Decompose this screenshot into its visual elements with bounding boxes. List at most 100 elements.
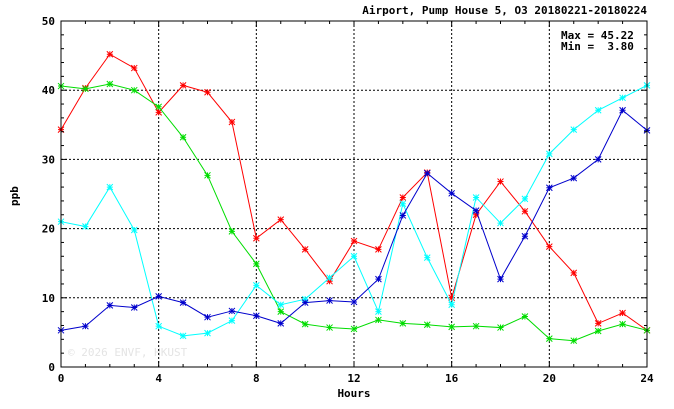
data-point-1 (301, 246, 309, 253)
data-point-1 (545, 243, 553, 250)
data-point-3 (399, 200, 407, 208)
data-point-2 (448, 323, 456, 331)
data-point-1 (204, 88, 211, 96)
data-point-2 (82, 85, 89, 93)
data-point-4 (375, 275, 382, 283)
data-point-2 (375, 316, 382, 324)
data-point-4 (350, 298, 358, 306)
data-point-1 (106, 50, 114, 58)
data-point-3 (82, 223, 89, 230)
data-point-3 (301, 295, 309, 303)
data-point-2 (179, 133, 187, 141)
data-point-1 (521, 207, 529, 215)
series-layer (57, 50, 651, 345)
y-tick-label: 50 (42, 15, 55, 28)
data-point-3 (472, 194, 480, 201)
data-point-4 (130, 304, 138, 311)
data-point-2 (301, 320, 309, 328)
y-tick-label: 40 (42, 84, 55, 97)
data-point-2 (204, 171, 211, 179)
data-point-3 (179, 332, 187, 340)
data-point-2 (277, 308, 285, 315)
data-point-3 (204, 329, 211, 337)
data-point-1 (252, 234, 260, 242)
data-point-2 (326, 324, 333, 331)
data-point-1 (277, 216, 285, 223)
data-point-3 (375, 308, 382, 315)
data-point-3 (228, 317, 236, 324)
data-point-3 (350, 252, 358, 260)
data-point-3 (521, 195, 529, 203)
data-point-2 (570, 337, 578, 345)
data-point-4 (472, 207, 480, 214)
x-tick-label: 16 (445, 372, 459, 385)
data-point-3 (594, 106, 602, 114)
data-point-4 (228, 307, 236, 315)
data-point-4 (277, 320, 285, 327)
x-axis-label: Hours (337, 387, 370, 400)
data-point-2 (106, 80, 114, 88)
data-point-4 (619, 106, 626, 114)
data-point-1 (594, 320, 602, 327)
data-point-2 (619, 320, 626, 328)
data-point-3 (570, 126, 578, 133)
data-point-3 (448, 301, 456, 309)
x-tick-label: 8 (253, 372, 260, 385)
max-label: Max = 45.22 (561, 29, 634, 42)
data-point-4 (301, 299, 309, 306)
y-tick-label: 0 (48, 361, 55, 374)
data-point-2 (423, 321, 431, 329)
data-point-3 (277, 301, 285, 309)
y-tick-label: 30 (42, 153, 55, 166)
data-point-4 (448, 189, 456, 197)
data-point-3 (252, 281, 260, 289)
x-tick-label: 12 (347, 372, 360, 385)
data-point-2 (130, 86, 138, 94)
data-point-1 (155, 108, 163, 116)
x-tick-label: 0 (58, 372, 65, 385)
data-point-1 (472, 211, 480, 219)
data-point-1 (375, 246, 382, 253)
data-point-4 (521, 232, 529, 240)
data-point-1 (326, 277, 333, 285)
data-point-3 (545, 150, 553, 158)
data-point-3 (497, 219, 504, 227)
data-point-2 (497, 324, 504, 331)
min-label: Min = 3.80 (561, 40, 634, 53)
data-point-4 (423, 169, 431, 177)
data-point-3 (326, 274, 333, 282)
data-point-4 (106, 302, 114, 309)
data-point-2 (545, 335, 553, 342)
data-point-3 (423, 254, 431, 262)
data-point-3 (106, 183, 114, 191)
y-tick-label: 20 (42, 223, 55, 236)
x-tick-label: 4 (155, 372, 162, 385)
data-point-1 (619, 309, 626, 317)
data-point-2 (399, 320, 407, 327)
data-point-2 (350, 325, 358, 333)
data-point-2 (521, 313, 529, 320)
x-tick-label: 24 (640, 372, 654, 385)
data-point-3 (130, 226, 138, 234)
data-point-2 (594, 327, 602, 335)
grid-lines (61, 21, 647, 367)
y-tick-label: 10 (42, 292, 55, 305)
x-tick-label: 20 (543, 372, 556, 385)
data-point-4 (399, 212, 407, 219)
data-point-4 (179, 299, 187, 306)
data-point-4 (497, 275, 504, 283)
data-point-4 (252, 312, 260, 320)
data-point-4 (155, 293, 163, 300)
axis-ticks: 0 4 8 12 16 20 24 0 10 20 30 40 50 (42, 15, 654, 385)
data-point-4 (545, 184, 553, 192)
data-point-4 (326, 297, 333, 304)
y-axis-label: ppb (8, 186, 21, 206)
data-point-1 (130, 64, 138, 72)
data-point-2 (228, 228, 236, 235)
watermark: © 2026 ENVF, HKUST (68, 346, 188, 359)
data-point-1 (179, 82, 187, 89)
data-point-2 (252, 260, 260, 268)
data-point-2 (155, 103, 163, 111)
data-point-1 (399, 194, 407, 201)
